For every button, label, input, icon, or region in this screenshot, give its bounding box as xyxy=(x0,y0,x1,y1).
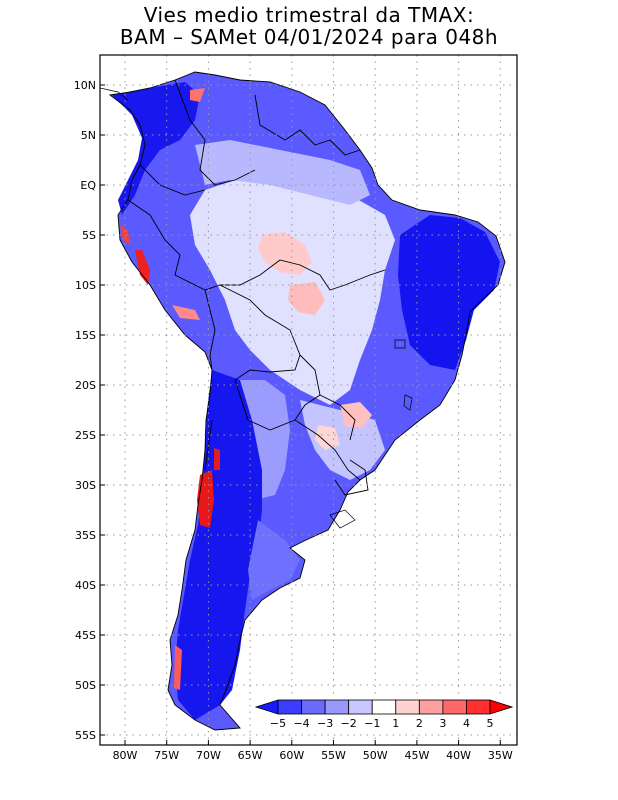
lon-label: 60W xyxy=(279,749,304,762)
lon-label: 80W xyxy=(113,749,138,762)
lon-label: 45W xyxy=(404,749,429,762)
bias-hot-spot xyxy=(120,225,130,245)
lat-label: 10S xyxy=(75,279,96,292)
coast-details xyxy=(100,87,413,529)
lat-label: 5N xyxy=(81,129,96,142)
lat-label: 20S xyxy=(75,379,96,392)
colorbar-tick-label: 5 xyxy=(487,717,494,730)
colorbar-tick-label: −1 xyxy=(364,717,380,730)
map-title-line2: BAM – SAMet 04/01/2024 para 048h xyxy=(119,25,499,49)
lat-label: 15S xyxy=(75,329,96,342)
lon-label: 35W xyxy=(488,749,513,762)
bias-strong-cold-south xyxy=(175,370,262,720)
colorbar-arrow-high xyxy=(489,699,514,715)
lat-label: EQ xyxy=(80,179,96,192)
lat-label: 10N xyxy=(74,79,96,92)
lon-label: 40W xyxy=(446,749,471,762)
map-title-line1: Vies medio trimestral da TMAX: xyxy=(143,3,475,27)
graticule xyxy=(100,55,517,745)
lat-label: 25S xyxy=(75,429,96,442)
lat-label: 50S xyxy=(75,679,96,692)
lon-label: 70W xyxy=(196,749,221,762)
lon-label: 75W xyxy=(154,749,179,762)
colorbar-tick-label: −2 xyxy=(341,717,357,730)
lon-label: 50W xyxy=(363,749,388,762)
lat-label: 55S xyxy=(75,729,96,742)
bias-hot-spot xyxy=(135,250,150,285)
bias-hot-spot xyxy=(172,305,200,320)
colorbar-segment xyxy=(277,699,302,715)
colorbar-tick-label: −3 xyxy=(317,717,333,730)
colorbar-segment xyxy=(324,699,350,715)
bias-hot-spot xyxy=(174,645,182,690)
colorbar-tick-label: 2 xyxy=(416,717,423,730)
colorbar-segment xyxy=(301,699,326,715)
lat-label: 5S xyxy=(82,229,96,242)
colorbar: −5 −4 −3 −2 −1 1 2 3 4 5 xyxy=(252,696,516,734)
colorbar-tick-label: −5 xyxy=(270,717,286,730)
lon-label: 65W xyxy=(238,749,263,762)
bias-strong-cold-ne xyxy=(398,215,500,370)
lat-label: 35S xyxy=(75,529,96,542)
lat-label: 30S xyxy=(75,479,96,492)
colorbar-segment xyxy=(418,699,444,715)
map-field xyxy=(100,71,506,731)
lat-label: 45S xyxy=(75,629,96,642)
bias-hot-spot xyxy=(190,88,205,102)
colorbar-tick-label: −4 xyxy=(293,717,309,730)
colorbar-segment xyxy=(348,699,373,715)
colorbar-tick-label: 1 xyxy=(392,717,399,730)
bias-warm-region xyxy=(340,402,372,428)
lon-label: 55W xyxy=(321,749,346,762)
colorbar-segment xyxy=(442,699,467,715)
colorbar-tick-label: 4 xyxy=(463,717,470,730)
bias-warm-region xyxy=(288,282,325,315)
map-frame xyxy=(99,54,518,746)
colorbar-segment xyxy=(466,699,491,715)
colorbar-segment xyxy=(395,699,420,715)
bias-hot-spot xyxy=(214,448,220,470)
bias-warm-region xyxy=(315,425,340,450)
bias-light-region xyxy=(195,140,370,205)
colorbar-segment xyxy=(371,699,397,715)
latitude-labels: 10N 5N EQ 5S 10S 15S 20S 25S 30S 35S 40S 45S 50S 55S xyxy=(74,79,105,742)
lat-label: 40S xyxy=(75,579,96,592)
colorbar-tick-label: 3 xyxy=(439,717,446,730)
bias-mid-cold-patagonia xyxy=(248,520,300,600)
longitude-labels: 80W 75W 70W 65W 60W 55W 50W 45W 40W 35W xyxy=(113,740,513,762)
